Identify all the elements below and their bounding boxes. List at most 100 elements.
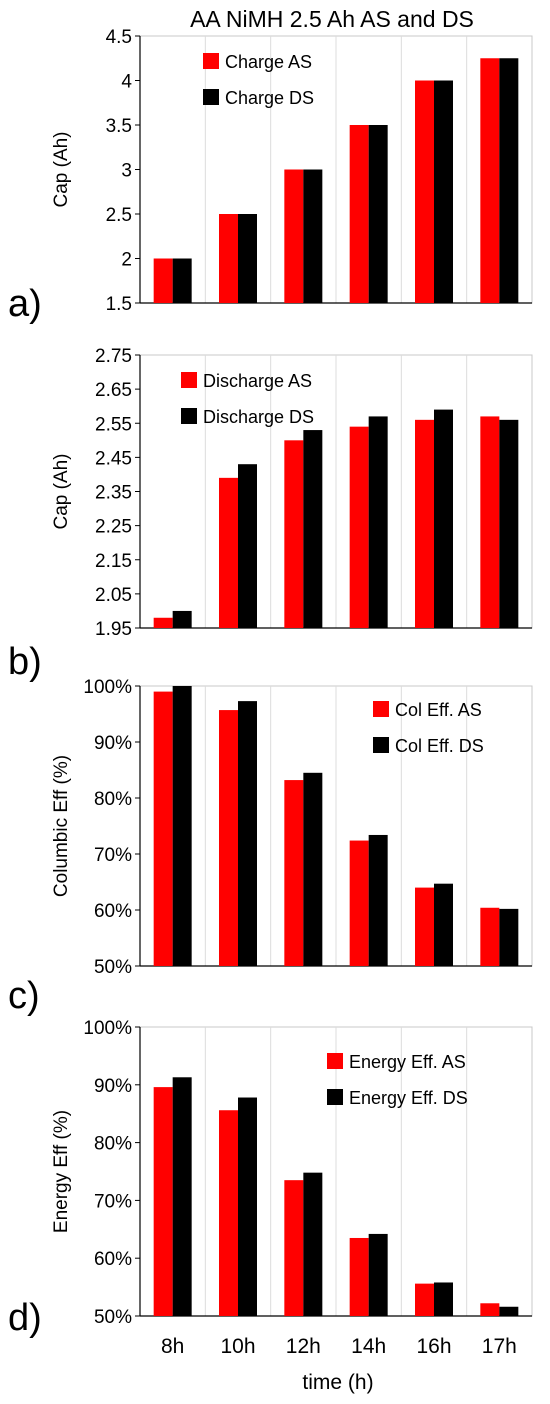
legend-label: Energy Eff. AS — [349, 1052, 466, 1072]
y-tick-label: 60% — [94, 901, 132, 922]
panel-b: 1.95 2.05 2.15 2.25 2.35 2.45 2.55 2.65 2.75 Cap … — [8, 346, 533, 683]
bar-ds — [303, 169, 323, 303]
bar-as — [284, 780, 304, 966]
bar-ds — [238, 701, 257, 966]
legend-label: Col Eff. DS — [395, 736, 484, 756]
bar-as — [480, 416, 500, 628]
bar-ds — [368, 1233, 388, 1316]
bar-as — [415, 80, 434, 303]
bar-as — [153, 1087, 173, 1316]
y-tick-label: 1.5 — [106, 294, 132, 315]
y-tick-label: 2.55 — [95, 414, 132, 435]
legend-label: Charge DS — [225, 88, 314, 108]
bar-ds — [303, 772, 323, 966]
bar-ds — [368, 416, 388, 628]
bar-as — [284, 169, 304, 303]
y-tick-label: 70% — [94, 1191, 132, 1212]
y-tick-label: 4.5 — [106, 27, 132, 48]
legend-swatch — [327, 1053, 343, 1069]
bar-ds — [238, 1097, 257, 1316]
y-tick-label: 3.5 — [106, 116, 132, 137]
panel-c: 50% 60% 70% 80% 90% 100% Columbic Eff (%) c) Col… — [8, 677, 533, 1017]
y-tick-label: 80% — [94, 789, 132, 810]
bar-as — [284, 440, 304, 628]
y-axis-title: Columbic Eff (%) — [51, 755, 72, 897]
x-tick-label: 10h — [220, 1335, 255, 1358]
y-tick-label: 80% — [94, 1134, 132, 1155]
bar-as — [480, 1303, 500, 1316]
bar-ds — [499, 908, 519, 966]
y-tick-label: 70% — [94, 845, 132, 866]
y-tick-label: 50% — [94, 1307, 132, 1328]
legend-swatch — [181, 408, 197, 424]
legend-label: Charge AS — [225, 52, 312, 72]
panel-label: b) — [8, 641, 42, 683]
bar-as — [480, 58, 500, 303]
bar-ds — [434, 409, 453, 628]
x-tick-label: 16h — [416, 1335, 451, 1358]
y-tick-label: 90% — [94, 1076, 132, 1097]
bar-as — [349, 125, 369, 303]
bar-as — [349, 426, 369, 628]
y-tick-label: 60% — [94, 1249, 132, 1270]
y-tick-label: 2.15 — [95, 551, 132, 572]
bar-as — [415, 1283, 434, 1316]
bar-ds — [238, 464, 257, 628]
legend-swatch — [373, 701, 389, 717]
y-tick-label: 2.75 — [95, 346, 132, 367]
legend-swatch — [203, 89, 219, 105]
x-tick-label: 8h — [161, 1335, 184, 1358]
y-tick-label: 3 — [121, 161, 132, 182]
bar-as — [415, 887, 434, 966]
bar-ds — [434, 883, 453, 966]
bar-ds — [303, 1172, 323, 1316]
legend-label: Col Eff. AS — [395, 700, 482, 720]
bar-as — [219, 1110, 238, 1316]
y-tick-label: 2.65 — [95, 380, 132, 401]
bar-as — [284, 1180, 304, 1316]
panel-d: 50% 60% 70% 80% 90% 100% Energy Eff (%) d) Energ… — [8, 1018, 533, 1358]
bar-as — [153, 617, 173, 628]
y-tick-label: 2 — [121, 250, 132, 271]
bar-ds — [499, 419, 519, 628]
y-tick-label: 50% — [94, 957, 132, 978]
panel-a: 1.5 2 2.5 3 3.5 4 4.5 Cap (Ah) a) Charge AS Charge… — [8, 27, 533, 325]
bar-as — [349, 840, 369, 966]
bar-as — [219, 710, 238, 966]
bar-ds — [434, 1282, 453, 1316]
y-tick-label: 1.95 — [95, 619, 132, 640]
bar-as — [480, 907, 500, 966]
panel-label: a) — [8, 283, 42, 325]
y-tick-label: 90% — [94, 733, 132, 754]
panel-label: d) — [8, 1297, 42, 1339]
bar-ds — [172, 258, 192, 303]
x-axis-title: time (h) — [302, 1371, 373, 1394]
y-axis-title: Cap (Ah) — [51, 131, 72, 207]
legend-swatch — [373, 737, 389, 753]
bar-as — [153, 258, 173, 303]
x-tick-label: 14h — [351, 1335, 386, 1358]
y-axis-title: Cap (Ah) — [51, 453, 72, 529]
bar-as — [219, 477, 238, 628]
y-tick-label: 2.45 — [95, 448, 132, 469]
y-tick-label: 100% — [83, 1018, 132, 1039]
legend-swatch — [181, 372, 197, 388]
bar-as — [349, 1237, 369, 1316]
bar-ds — [303, 430, 323, 628]
bar-ds — [238, 214, 257, 303]
bar-ds — [172, 610, 192, 628]
bar-ds — [368, 834, 388, 966]
y-tick-label: 2.05 — [95, 585, 132, 606]
legend-label: Energy Eff. DS — [349, 1088, 468, 1108]
bar-ds — [499, 58, 519, 303]
panel-label: c) — [8, 975, 40, 1017]
bar-as — [153, 691, 173, 966]
legend-label: Discharge AS — [203, 371, 312, 391]
y-tick-label: 2.35 — [95, 483, 132, 504]
legend-label: Discharge DS — [203, 407, 314, 427]
bar-ds — [368, 125, 388, 303]
y-tick-label: 100% — [83, 677, 132, 698]
bar-ds — [172, 1077, 192, 1316]
bar-as — [415, 419, 434, 628]
legend-swatch — [203, 53, 219, 69]
